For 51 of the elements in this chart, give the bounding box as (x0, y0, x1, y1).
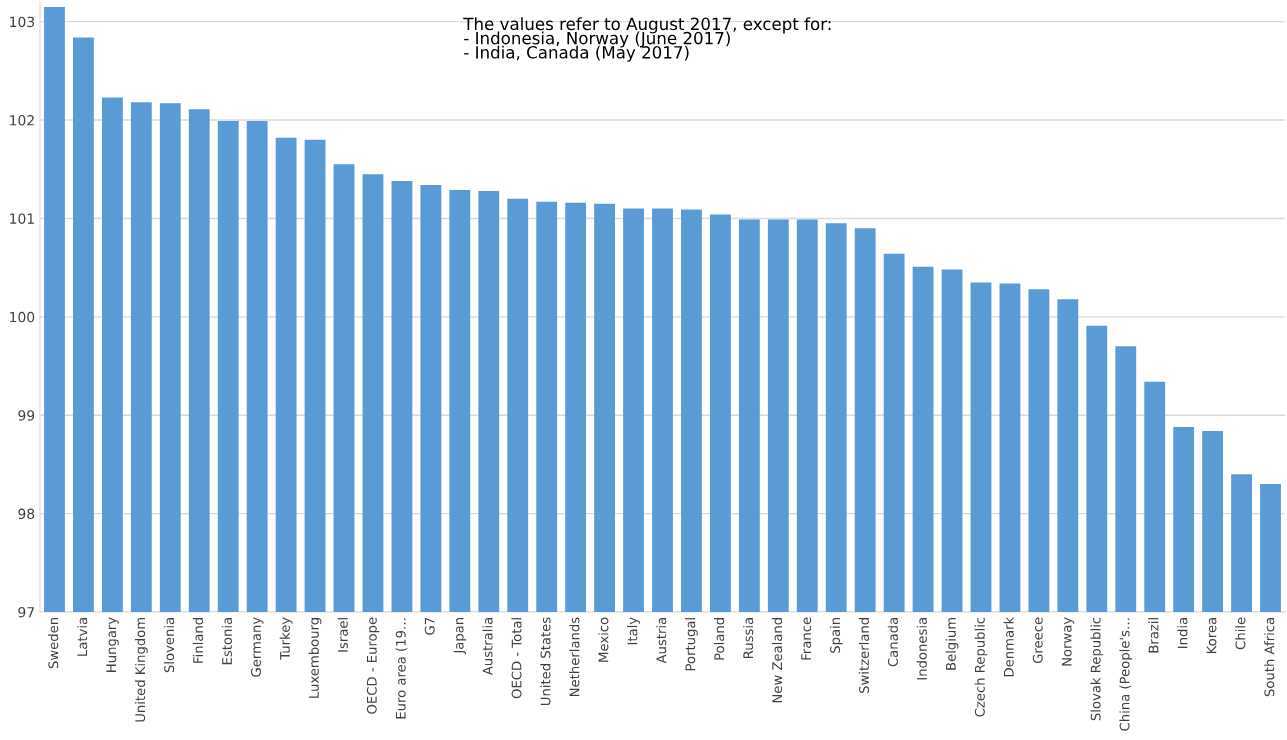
y-tick-label: 98 (18, 508, 35, 520)
x-tick-label: Israel (337, 618, 348, 652)
x-tick-label: United States (540, 617, 551, 706)
x-tick-label: Italy (627, 617, 640, 645)
x-tick-label: OECD - Total (511, 618, 522, 699)
x-tick-label: India (1177, 618, 1188, 648)
y-tick-label: 99 (18, 410, 35, 421)
x-tick-label: Finland (192, 618, 204, 663)
x-tick-label: Sweden (48, 617, 59, 669)
x-tick-label: Euro area (19… (395, 618, 408, 719)
x-tick-label: Korea (1206, 618, 1217, 653)
y-tick-label: 100 (10, 311, 35, 323)
x-tick-label: Germany (251, 617, 264, 677)
x-tick-label: OECD - Europe (366, 617, 380, 714)
x-tick-label: Canada (887, 618, 898, 667)
y-tick-label: 102 (10, 115, 34, 126)
x-tick-label: United Kingdom (134, 617, 148, 722)
x-tick-label: Mexico (598, 617, 609, 662)
x-tick-label: Chile (1235, 617, 1246, 650)
x-tick-label: G7 (424, 617, 435, 635)
x-tick-label: Latvia (77, 618, 88, 656)
x-tick-label: Denmark (1003, 616, 1014, 677)
y-tick-label: 101 (10, 213, 34, 224)
x-tick-label: Belgium (945, 617, 959, 670)
x-tick-label: Japan (453, 617, 467, 655)
x-tick-label: Turkey (279, 617, 293, 660)
y-tick-label: 103 (10, 16, 35, 28)
x-tick-label: Indonesia (916, 618, 927, 680)
x-tick-label: Australia (482, 618, 493, 676)
x-tick-label: Austria (656, 618, 667, 664)
x-tick-label: Spain (829, 617, 843, 653)
x-tick-label: Czech Republic (974, 617, 988, 717)
x-tick-label: Slovak Republic (1090, 617, 1104, 721)
y-tick-label: 97 (18, 606, 34, 618)
x-tick-label: Norway (1061, 617, 1075, 666)
x-tick-label: Poland (714, 618, 725, 660)
x-tick-label: Estonia (221, 618, 233, 665)
x-tick-label: Portugal (685, 618, 698, 671)
x-tick-label: Russia (742, 618, 754, 658)
x-tick-label: Slovenia (163, 618, 175, 673)
x-tick-label: South Africa (1264, 618, 1275, 697)
x-tick-label: France (801, 617, 812, 660)
annotation: The values refer to August 2017, except for: - Indonesia, Norway (June 2017) - India, Canada (May 2017) (463, 17, 831, 62)
x-tick-label: Brazil (1148, 618, 1159, 653)
x-tick-label: New Zealand (771, 618, 783, 703)
x-tick-label: Hungary (106, 617, 119, 672)
x-tick-label: Switzerland (858, 618, 869, 693)
x-tick-label: Greece (1032, 617, 1043, 664)
x-tick-label: China (People's… (1119, 618, 1133, 731)
x-tick-label: Luxembourg (308, 618, 322, 698)
x-tick-label: Netherlands (569, 617, 580, 696)
